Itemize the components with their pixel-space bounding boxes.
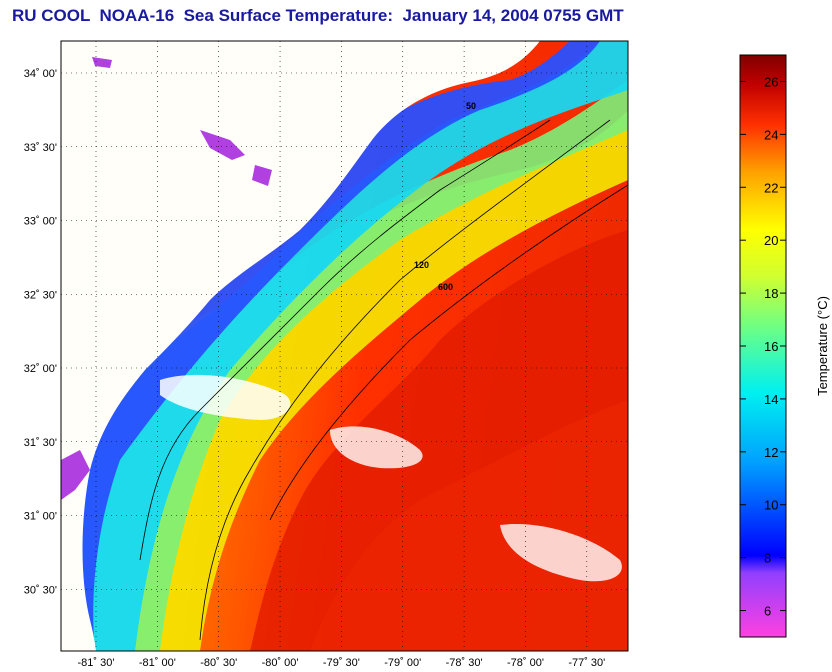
mid-shelf-water (61, 110, 628, 651)
colorbar-ticks: 6 8 10 12 14 16 18 20 22 24 26 (740, 74, 786, 619)
contour-50 (139, 119, 551, 561)
colorbar-tick-label: 24 (764, 127, 778, 142)
contour-label-120: 120 (414, 260, 429, 270)
latitude-label: 33˚ 30' (24, 142, 57, 154)
colorbar (739, 54, 787, 638)
colorbar-tick-label: 8 (764, 551, 771, 566)
longitude-label: -80˚ 00' (262, 657, 299, 669)
gulf-stream-offshore (310, 400, 628, 651)
longitude-label: -77˚ 30' (568, 657, 605, 669)
colorbar-tick-label: 16 (764, 339, 778, 354)
latitude-label: 31˚ 30' (24, 437, 57, 449)
map-frame (60, 40, 629, 652)
longitude-label: -79˚ 00' (384, 657, 421, 669)
colorbar-tick-label: 14 (764, 392, 778, 407)
cloud-patch-1 (160, 374, 291, 420)
inland-water-2 (252, 165, 272, 186)
longitude-label: -81˚ 00' (139, 657, 176, 669)
latitude-label: 32˚ 30' (24, 289, 57, 301)
colorbar-tick-label: 18 (764, 286, 778, 301)
latitude-label: 30˚ 30' (24, 584, 57, 596)
inland-water-1 (200, 130, 245, 160)
longitude-label: -78˚ 30' (446, 657, 483, 669)
coastal-marsh (61, 450, 90, 500)
contour-600 (269, 184, 628, 521)
graticule (61, 41, 628, 651)
contour-label-50: 50 (466, 101, 476, 111)
longitude-label: -81˚ 30' (78, 657, 115, 669)
longitude-label: -78˚ 00' (507, 657, 544, 669)
latitude-label: 34˚ 00' (24, 68, 57, 80)
cloud-patch-3 (500, 524, 622, 582)
longitude-label: -79˚ 30' (323, 657, 360, 669)
page-title: RU COOL NOAA-16 Sea Surface Temperature:… (12, 6, 624, 25)
colorbar-tick-label: 6 (764, 604, 771, 619)
latitude-label: 32˚ 00' (24, 363, 57, 375)
longitude-label: -80˚ 30' (200, 657, 237, 669)
latitude-label: 31˚ 00' (24, 511, 57, 523)
colorbar-tick-label: 20 (764, 233, 778, 248)
contour-label-600: 600 (438, 282, 453, 292)
inland-water-3 (92, 57, 112, 68)
colorbar-tick-label: 10 (764, 498, 778, 513)
land-mass (61, 41, 540, 651)
longitude-labels: -81˚ 30' -81˚ 00' -80˚ 30' -80˚ 00' -79˚ 30'… (78, 657, 606, 669)
colorbar-tick-label: 26 (764, 74, 778, 89)
colorbar-tick-label: 12 (764, 445, 778, 460)
colorbar-title: Temperature (°C) (815, 296, 830, 396)
latitude-label: 33˚ 00' (24, 216, 57, 228)
sst-map (61, 41, 628, 651)
colorbar-tick-label: 22 (764, 180, 778, 195)
cloud-patch-2 (330, 426, 423, 469)
latitude-labels: 34˚ 00' 33˚ 30' 33˚ 00' 32˚ 30' 32˚ 00' 31˚ 3… (24, 68, 57, 596)
